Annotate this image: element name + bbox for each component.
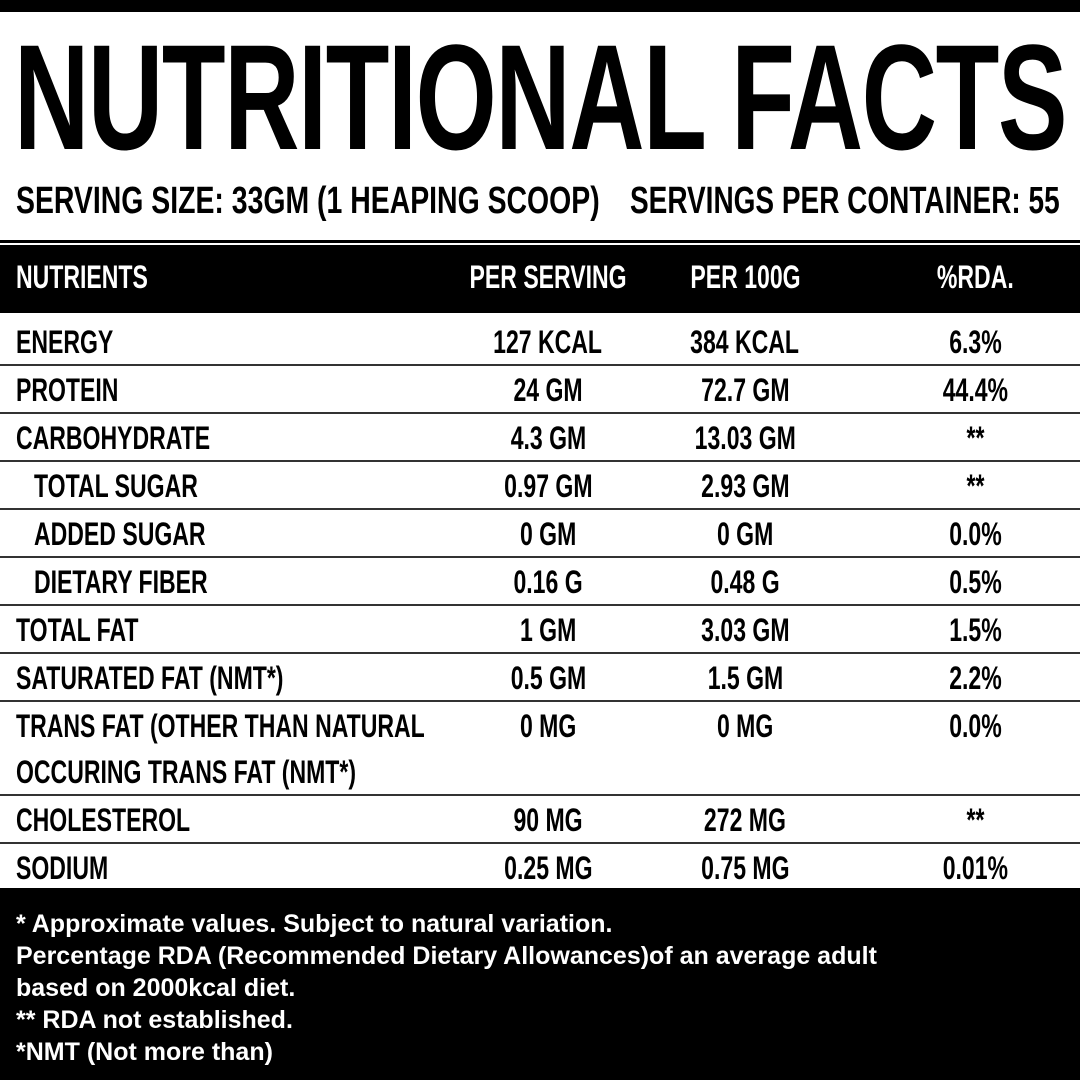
- nutrient-name: ADDED SUGAR: [34, 516, 206, 552]
- nutrient-name: TOTAL SUGAR: [34, 468, 198, 504]
- nutrient-name: ENERGY: [16, 324, 114, 360]
- per-100g-value: 72.7 GM: [700, 372, 790, 408]
- header-per-100g: PER 100G: [689, 259, 801, 295]
- nutrient-name: TOTAL FAT: [16, 612, 139, 648]
- rda-value: 0.5%: [948, 564, 1002, 600]
- nutrient-name: TRANS FAT (OTHER THAN NATURAL: [16, 708, 425, 744]
- footnote-line: ** RDA not established.: [16, 1006, 293, 1034]
- table-row: ADDED SUGAR 0 GM 0 GM 0.0%: [0, 510, 1080, 558]
- rda-value: 0.01%: [942, 850, 1008, 886]
- nutrient-name: SODIUM: [16, 850, 109, 886]
- per-serving-value: 90 MG: [513, 802, 583, 838]
- per-serving-value: 0 MG: [519, 708, 577, 744]
- header-rda: %RDA.: [936, 259, 1014, 295]
- nutrient-name-line2: OCCURING TRANS FAT (NMT*): [16, 754, 357, 790]
- header-per-serving: PER SERVING: [469, 259, 627, 295]
- per-serving-value: 0.5 GM: [510, 660, 586, 696]
- per-serving-value: 24 GM: [513, 372, 583, 408]
- table-row: SODIUM 0.25 MG 0.75 MG 0.01%: [0, 844, 1080, 890]
- nutrient-name: SATURATED FAT (NMT*): [16, 660, 284, 696]
- nutrient-name: CHOLESTEROL: [16, 802, 191, 838]
- table-row: TRANS FAT (OTHER THAN NATURAL OCCURING TR…: [0, 702, 1080, 796]
- nutrition-table: ENERGY 127 KCAL 384 KCAL 6.3% PROTEIN 24 GM 72…: [0, 318, 1080, 890]
- rda-value: **: [966, 802, 984, 838]
- footnote-line: based on 2000kcal diet.: [16, 974, 296, 1002]
- nutrient-name: CARBOHYDRATE: [16, 420, 211, 456]
- per-serving-value: 0.16 G: [513, 564, 583, 600]
- top-bar: [0, 0, 1080, 12]
- table-row: ENERGY 127 KCAL 384 KCAL 6.3%: [0, 318, 1080, 366]
- table-row: TOTAL FAT 1 GM 3.03 GM 1.5%: [0, 606, 1080, 654]
- table-row: PROTEIN 24 GM 72.7 GM 44.4%: [0, 366, 1080, 414]
- per-serving-value: 0.97 GM: [503, 468, 593, 504]
- per-100g-value: 0 GM: [716, 516, 774, 552]
- header-nutrients: NUTRIENTS: [16, 259, 148, 295]
- per-100g-value: 0.48 G: [710, 564, 780, 600]
- rda-value: 6.3%: [948, 324, 1002, 360]
- per-serving-value: 1 GM: [519, 612, 577, 648]
- rda-value: **: [966, 468, 984, 504]
- per-100g-value: 0 MG: [716, 708, 774, 744]
- per-100g-value: 2.93 GM: [700, 468, 790, 504]
- page-title: NUTRITIONAL FACTS: [14, 13, 1068, 181]
- per-100g-value: 384 KCAL: [690, 324, 800, 360]
- per-serving-value: 4.3 GM: [510, 420, 586, 456]
- per-serving-value: 127 KCAL: [493, 324, 603, 360]
- rda-value: 44.4%: [942, 372, 1008, 408]
- nutrient-name: PROTEIN: [16, 372, 119, 408]
- servings-per-container: SERVINGS PER CONTAINER: 55: [630, 180, 1060, 222]
- serving-info: SERVING SIZE: 33GM (1 HEAPING SCOOP) SER…: [16, 180, 1066, 230]
- footnote-line: * Approximate values. Subject to natural…: [16, 910, 613, 938]
- per-100g-value: 1.5 GM: [707, 660, 783, 696]
- per-serving-value: 0.25 MG: [503, 850, 593, 886]
- divider: [0, 240, 1080, 243]
- rda-value: 0.0%: [948, 708, 1002, 744]
- rda-value: **: [966, 420, 984, 456]
- rda-value: 1.5%: [948, 612, 1002, 648]
- rda-value: 2.2%: [948, 660, 1002, 696]
- footnote-line: *NMT (Not more than): [16, 1038, 273, 1066]
- rda-value: 0.0%: [948, 516, 1002, 552]
- per-100g-value: 272 MG: [704, 802, 786, 838]
- table-header: NUTRIENTS PER SERVING PER 100G %RDA.: [0, 245, 1080, 313]
- per-100g-value: 3.03 GM: [700, 612, 790, 648]
- footnotes: * Approximate values. Subject to natural…: [0, 888, 1080, 1080]
- table-row: CARBOHYDRATE 4.3 GM 13.03 GM **: [0, 414, 1080, 462]
- serving-size: SERVING SIZE: 33GM (1 HEAPING SCOOP): [16, 180, 600, 222]
- nutrient-name: DIETARY FIBER: [34, 564, 208, 600]
- footnote-line: Percentage RDA (Recommended Dietary Allo…: [16, 942, 877, 970]
- table-row: CHOLESTEROL 90 MG 272 MG **: [0, 796, 1080, 844]
- table-row: SATURATED FAT (NMT*) 0.5 GM 1.5 GM 2.2%: [0, 654, 1080, 702]
- per-100g-value: 0.75 MG: [700, 850, 790, 886]
- per-serving-value: 0 GM: [519, 516, 577, 552]
- table-row: DIETARY FIBER 0.16 G 0.48 G 0.5%: [0, 558, 1080, 606]
- table-row: TOTAL SUGAR 0.97 GM 2.93 GM **: [0, 462, 1080, 510]
- per-100g-value: 13.03 GM: [694, 420, 796, 456]
